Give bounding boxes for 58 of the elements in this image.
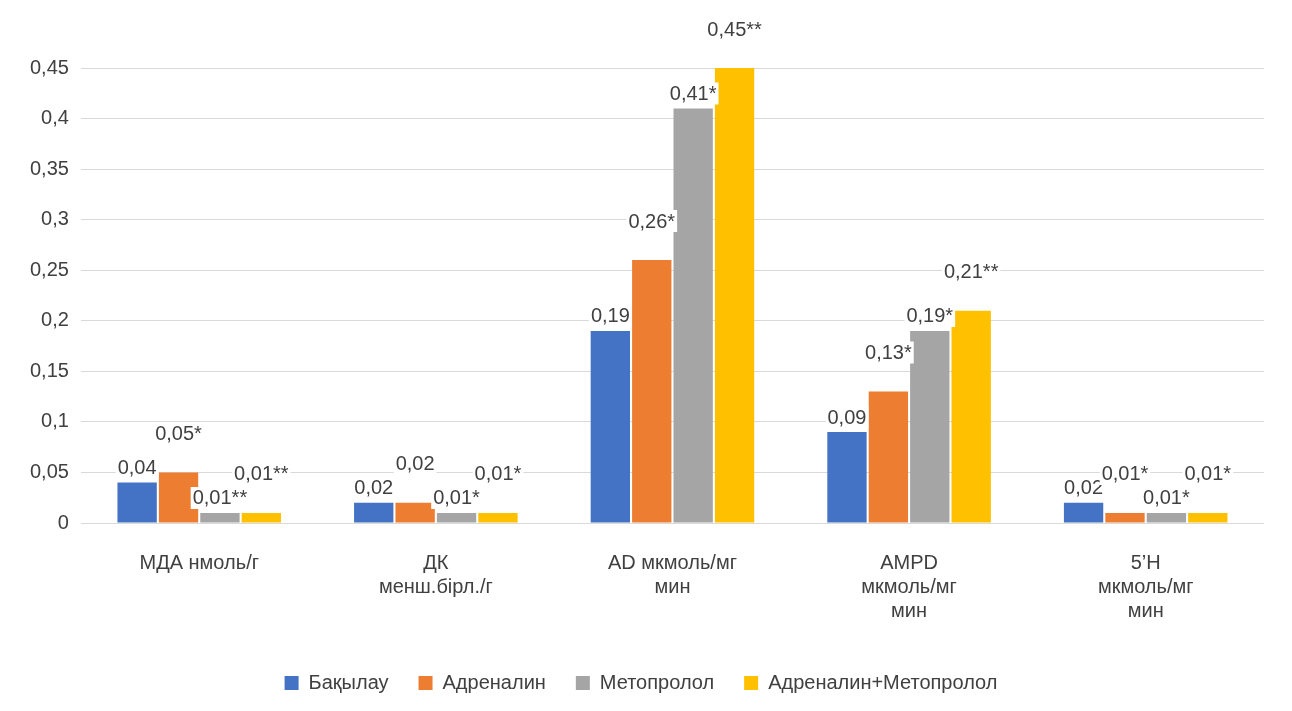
y-tick-label: 0,2: [41, 308, 69, 331]
data-label: 0,26*: [628, 209, 676, 232]
legend-label: Адреналин: [442, 670, 546, 693]
data-label: 0,02: [1064, 476, 1104, 499]
x-tick-label: МДА нмоль/г: [139, 550, 259, 573]
legend-label: Метопролол: [599, 670, 715, 693]
bar: [436, 512, 477, 523]
x-tick-label: 5’Н мкмоль/мг мин: [1097, 550, 1194, 621]
bar: [714, 68, 755, 523]
data-label: 0,19: [590, 304, 630, 327]
bar: [951, 310, 991, 523]
bar: [354, 502, 394, 523]
data-label: 0,02: [395, 452, 435, 475]
bar: [117, 482, 157, 523]
data-label: 0,02: [354, 476, 394, 499]
data-label: 0,01**: [234, 462, 289, 485]
data-label: 0,01*: [1184, 462, 1232, 485]
data-label: 0,21**: [943, 260, 999, 283]
data-label: 0,04: [117, 456, 157, 479]
data-label: 0,05*: [155, 421, 203, 444]
y-tick-label: 0,35: [29, 156, 69, 179]
legend-label: Бақылау: [308, 670, 389, 693]
bar: [1188, 512, 1228, 523]
data-label: 0,01*: [1101, 462, 1149, 485]
y-tick-label: 0,25: [29, 257, 69, 280]
data-label: 0,19*: [906, 304, 954, 327]
bar: [868, 391, 909, 523]
data-label: 0,01*: [433, 486, 481, 509]
bar: [827, 432, 867, 523]
bar: [200, 512, 240, 523]
data-label: 0,41*: [669, 81, 717, 104]
bar: [1146, 512, 1187, 523]
bar: [1105, 512, 1145, 523]
data-label: 0,09: [827, 405, 867, 428]
legend-label: Адреналин+Метопролол: [768, 670, 998, 693]
bar: [673, 108, 713, 523]
x-tick-label: ДК менш.бірл./г: [378, 550, 493, 597]
y-tick-label: 0,05: [29, 459, 69, 482]
data-label: 0,01*: [1143, 486, 1190, 509]
bar: [395, 502, 435, 523]
bar: [632, 260, 672, 523]
y-tick-label: 0,1: [41, 409, 69, 432]
x-tick-label: AMPD мкмоль/мг мин: [861, 550, 957, 621]
x-tick-label: AD мкмоль/мг мин: [607, 550, 737, 597]
data-label: 0,45**: [707, 17, 763, 40]
y-tick-label: 0,15: [29, 358, 69, 381]
data-label: 0,01*: [474, 462, 522, 485]
bar: [1063, 502, 1104, 523]
data-label: 0,01**: [192, 486, 248, 509]
bar: [241, 512, 282, 523]
bar: [590, 330, 631, 523]
y-tick-label: 0,45: [29, 55, 69, 78]
bar: [478, 512, 518, 523]
bar: [910, 330, 950, 523]
data-label: 0,13*: [865, 341, 912, 364]
y-tick-label: 0,4: [41, 106, 69, 129]
y-tick-label: 0: [57, 510, 69, 533]
y-tick-label: 0,3: [41, 207, 69, 230]
